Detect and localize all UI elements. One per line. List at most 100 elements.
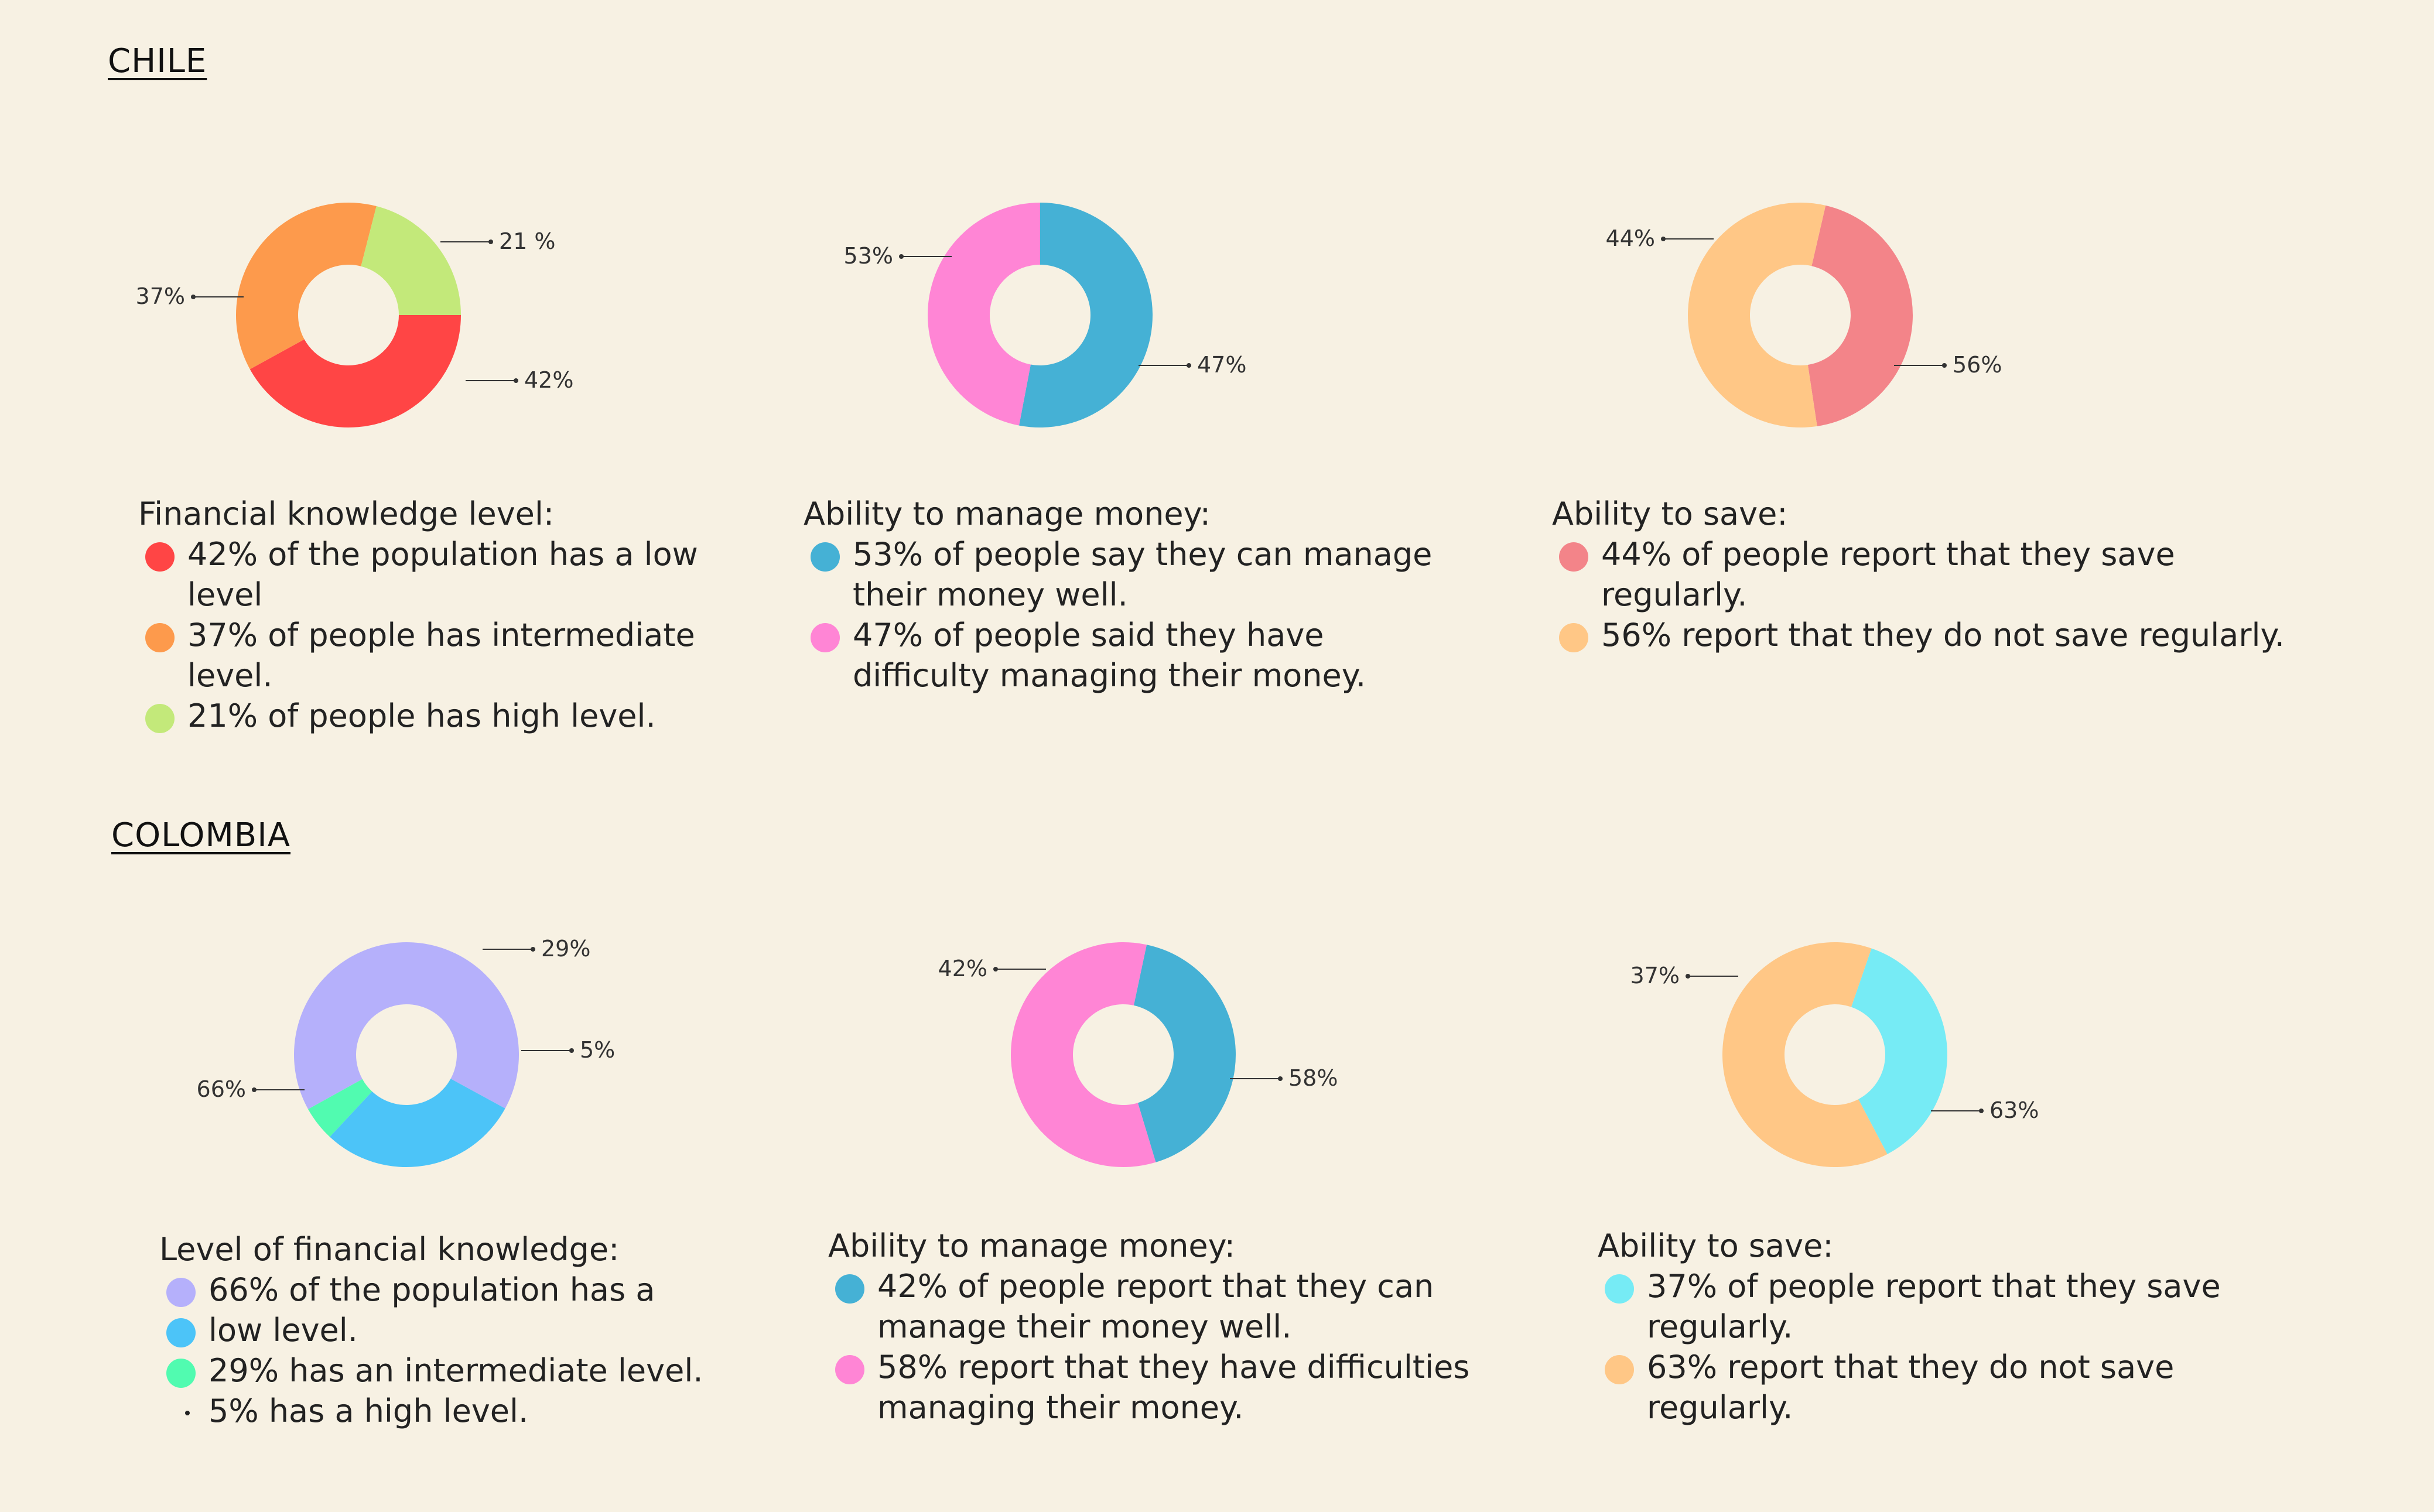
legend-text: regularly.	[1601, 576, 1748, 613]
legend-text: level.	[187, 657, 273, 694]
leader-dot	[1278, 1076, 1283, 1081]
legend-text: 47% of people said they have	[853, 617, 1324, 654]
donut-slice	[1851, 948, 1948, 1154]
slice-label: 63%	[1989, 1097, 2039, 1123]
legend-item: 66% of the population has a	[159, 1270, 909, 1310]
slice-label: 37%	[136, 283, 185, 309]
legend-item: 37% of people report that they save regul…	[1598, 1266, 2347, 1347]
donut-slice	[249, 315, 461, 427]
legend-swatch	[145, 542, 175, 572]
legend-title: Ability to manage money:	[828, 1227, 1235, 1264]
legend-swatch	[185, 1411, 190, 1415]
legend-text: 63% report that they do not save	[1647, 1349, 2175, 1386]
donut-slice	[927, 203, 1040, 426]
legend-swatch	[166, 1278, 196, 1307]
leader-dot	[993, 967, 998, 971]
legend-text: level	[187, 576, 263, 613]
legend-item: 5% has a high level.	[159, 1391, 909, 1431]
legend-swatch	[835, 1274, 864, 1304]
donut-slice	[1133, 945, 1236, 1162]
slice-label: 21 %	[499, 228, 556, 254]
legend-swatch	[145, 704, 175, 733]
legend-text: 5% has a high level.	[208, 1393, 529, 1429]
legend-swatch	[1605, 1355, 1634, 1384]
legend-item: 44% of people report that they save regul…	[1552, 534, 2302, 615]
leader-dot	[899, 254, 904, 259]
legend-text: 29% has an intermediate level.	[208, 1352, 703, 1389]
legend-swatch	[1559, 623, 1588, 652]
legend-text: 42% of the population has a low	[187, 536, 698, 573]
legend-swatch	[811, 542, 840, 572]
legend-text: regularly.	[1647, 1389, 1793, 1426]
donut-slice	[236, 203, 377, 370]
donut-slice	[1807, 205, 1913, 426]
slice-label: 53%	[844, 243, 893, 269]
legend-swatch	[166, 1318, 196, 1347]
country-title-colombia: COLOMBIA	[111, 816, 291, 854]
slice-label: 37%	[1630, 963, 1680, 988]
legend-swatch	[145, 623, 175, 652]
leader-dot	[569, 1048, 574, 1053]
slice-label: 42%	[524, 367, 573, 393]
legend-chile-knowledge: Financial knowledge level: 42% of the pop…	[138, 494, 888, 736]
legend-item: 29% has an intermediate level.	[159, 1350, 909, 1391]
legend-text: their money well.	[853, 576, 1128, 613]
leader-dot	[514, 378, 518, 383]
legend-item: 42% of the population has a low level	[138, 534, 888, 615]
legend-item: 47% of people said they have difficulty m…	[804, 615, 1553, 696]
legend-swatch	[835, 1355, 864, 1384]
legend-text: 37% of people report that they save	[1647, 1268, 2221, 1305]
legend-colombia-knowledge: Level of financial knowledge: 66% of the …	[159, 1230, 909, 1431]
legend-text: 58% report that they have difficulties	[877, 1349, 1470, 1386]
slice-label: 42%	[938, 956, 987, 981]
country-title-chile: CHILE	[108, 42, 207, 80]
slice-label: 47%	[1197, 352, 1246, 378]
leader-dot	[1979, 1109, 1984, 1113]
slice-label: 5%	[580, 1037, 615, 1063]
legend-item: 53% of people say they can manage their m…	[804, 534, 1553, 615]
slice-label: 56%	[1953, 352, 2002, 378]
legend-swatch	[166, 1359, 196, 1388]
leader-dot	[1686, 974, 1690, 979]
legend-text: 37% of people has intermediate	[187, 617, 695, 654]
legend-title: Ability to save:	[1552, 495, 1788, 532]
slice-label: 44%	[1606, 225, 1655, 251]
donut-slice	[308, 1079, 372, 1137]
leader-dot	[191, 295, 196, 299]
legend-colombia-manage-money: Ability to manage money: 42% of people re…	[828, 1226, 1578, 1428]
legend-text: 56% report that they do not save regular…	[1601, 617, 2285, 654]
legend-text: managing their money.	[877, 1389, 1244, 1426]
legend-item: 58% report that they have difficulties ma…	[828, 1347, 1578, 1428]
legend-item: 42% of people report that they can manage…	[828, 1266, 1578, 1347]
slice-label: 58%	[1288, 1065, 1338, 1091]
legend-colombia-save: Ability to save: 37% of people report tha…	[1598, 1226, 2347, 1428]
donut-slice	[1688, 203, 1826, 427]
leader-dot	[1187, 363, 1191, 368]
slice-label: 29%	[541, 936, 590, 962]
leader-dot	[252, 1087, 257, 1092]
legend-title: Ability to manage money:	[804, 495, 1211, 532]
donut-slice	[361, 206, 461, 315]
legend-text: 53% of people say they can manage	[853, 536, 1433, 573]
legend-title: Ability to save:	[1598, 1227, 1834, 1264]
leader-dot	[1942, 363, 1947, 368]
leader-dot	[531, 947, 535, 952]
legend-swatch	[1559, 542, 1588, 572]
legend-text: difficulty managing their money.	[853, 657, 1366, 694]
legend-item: 63% report that they do not save regularl…	[1598, 1347, 2347, 1428]
legend-item: 37% of people has intermediate level.	[138, 615, 888, 696]
legend-item: 56% report that they do not save regular…	[1552, 615, 2302, 655]
legend-title: Financial knowledge level:	[138, 495, 555, 532]
legend-swatch	[1605, 1274, 1634, 1304]
legend-text: 44% of people report that they save	[1601, 536, 2175, 573]
legend-text: 21% of people has high level.	[187, 697, 656, 734]
legend-title: Level of financial knowledge:	[159, 1231, 620, 1268]
legend-swatch	[811, 623, 840, 652]
legend-item: low level.	[159, 1310, 909, 1350]
donut-slice	[1722, 942, 1888, 1168]
